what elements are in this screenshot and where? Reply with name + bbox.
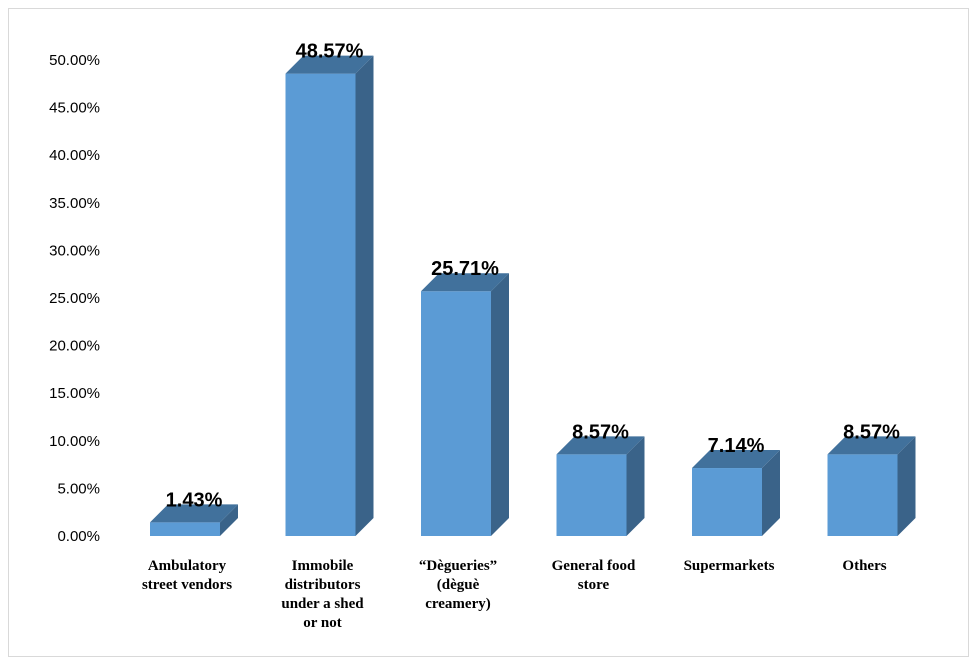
bar (692, 450, 780, 536)
bar (150, 504, 238, 536)
bar-front (150, 522, 220, 536)
data-label: 1.43% (166, 489, 223, 511)
y-tick-label: 35.00% (49, 195, 100, 212)
bar (556, 436, 645, 536)
bar-side (491, 273, 509, 536)
bar-top (827, 436, 916, 455)
y-tick-label: 45.00% (49, 100, 100, 117)
category-label: Supermarkets (684, 558, 775, 574)
bar-top (285, 55, 374, 74)
bar-side (355, 55, 374, 537)
data-label: 8.57% (572, 421, 629, 443)
bar-side (626, 436, 645, 536)
bar-front (421, 291, 491, 536)
y-tick-label: 30.00% (49, 242, 100, 259)
data-label: 25.71% (431, 258, 499, 280)
y-tick-label: 15.00% (49, 385, 100, 402)
y-tick-label: 10.00% (49, 433, 100, 450)
bar-front (285, 73, 356, 537)
category-label: Others (842, 558, 886, 574)
y-tick-label: 0.00% (57, 528, 100, 545)
bar-front (692, 468, 762, 536)
bar-top (150, 504, 238, 523)
bar-top (692, 450, 780, 469)
category-label: Immobile distributors under a shed or not (281, 558, 364, 631)
bar (827, 436, 916, 536)
data-label: 7.14% (708, 435, 765, 457)
bar (285, 55, 374, 537)
y-tick-label: 5.00% (57, 480, 100, 497)
y-tick-label: 40.00% (49, 147, 100, 164)
data-label: 8.57% (843, 421, 900, 443)
bar-front (827, 454, 898, 536)
bar-side (220, 504, 238, 536)
category-label: Ambulatory street vendors (142, 558, 232, 593)
bar-front (556, 454, 627, 536)
bar-top (556, 436, 645, 455)
bar-top (421, 273, 509, 292)
data-label: 48.57% (296, 41, 364, 63)
bar (421, 273, 509, 536)
bar-side (897, 436, 916, 536)
y-tick-label: 25.00% (49, 290, 100, 307)
y-tick-label: 50.00% (49, 52, 100, 69)
category-label: General food store (552, 558, 636, 593)
category-label: “Dègueries” (dèguè creamery) (419, 558, 497, 612)
y-tick-label: 20.00% (49, 338, 100, 355)
bar-side (762, 450, 780, 536)
